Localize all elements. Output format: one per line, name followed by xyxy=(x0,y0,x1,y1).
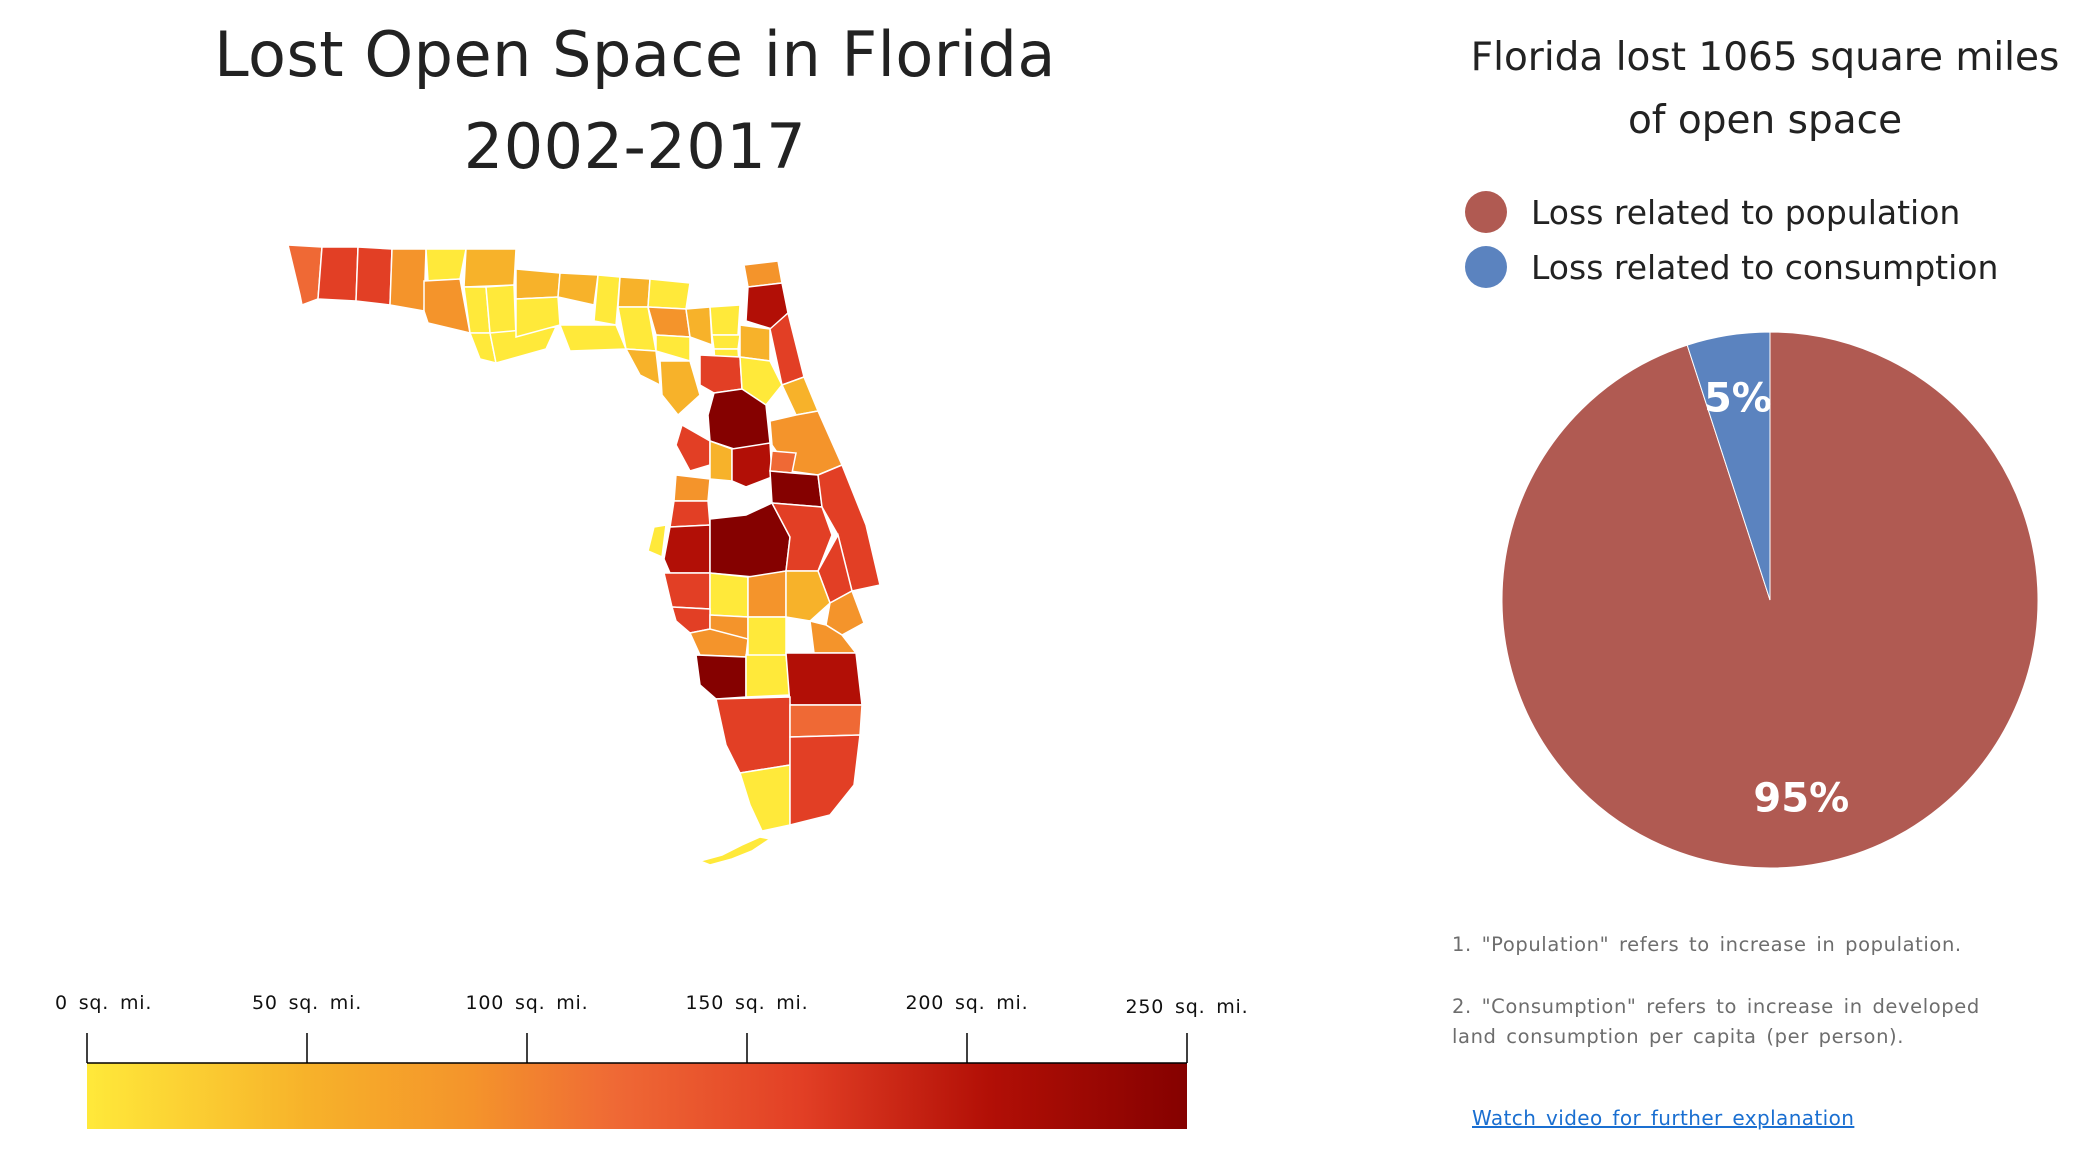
legend-item-population[interactable]: Loss related to population xyxy=(1465,190,1960,234)
legend-item-consumption[interactable]: Loss related to consumption xyxy=(1465,245,1998,289)
color-scale-legend: 0 sq. mi. 50 sq. mi. 100 sq. mi. 150 sq. mi… xyxy=(55,992,1248,1129)
scale-tick-label: 200 sq. mi. xyxy=(906,992,1029,1014)
county-sarasota[interactable] xyxy=(670,606,711,634)
county-broward[interactable] xyxy=(789,704,863,738)
county-okeechobee[interactable] xyxy=(785,570,831,622)
watch-video-link[interactable]: Watch video for further explanation xyxy=(1472,1106,1855,1130)
county-manatee[interactable] xyxy=(663,572,711,610)
county-palm-beach[interactable] xyxy=(785,652,863,706)
county-dixie[interactable] xyxy=(624,348,661,387)
county-leon[interactable] xyxy=(557,272,599,306)
county-orange[interactable] xyxy=(769,470,823,508)
county-glades[interactable] xyxy=(747,616,787,658)
pie-chart: 95% 5% xyxy=(1501,331,2039,869)
legend-label-consumption: Loss related to consumption xyxy=(1531,247,1999,287)
county-miami-dade[interactable] xyxy=(789,734,861,826)
legend-swatch-population xyxy=(1465,191,1507,233)
county-baker[interactable] xyxy=(709,304,741,336)
county-lee[interactable] xyxy=(695,654,747,700)
county-levy[interactable] xyxy=(659,360,701,417)
pie-slice-consumption[interactable] xyxy=(1686,331,1771,601)
county-escambia[interactable] xyxy=(287,244,323,307)
scale-tick-label: 100 sq. mi. xyxy=(466,992,589,1014)
county-seminole[interactable] xyxy=(769,450,797,474)
map-subtitle-years: 2002-2017 xyxy=(463,110,807,183)
scale-ticks: 0 sq. mi. 50 sq. mi. 100 sq. mi. 150 sq. mi… xyxy=(55,992,1248,1063)
florida-choropleth-map xyxy=(287,244,881,866)
panhandle-counties xyxy=(287,244,741,417)
county-martin[interactable] xyxy=(809,620,858,654)
county-jefferson[interactable] xyxy=(593,274,621,326)
county-columbia[interactable] xyxy=(685,306,713,347)
county-lake[interactable] xyxy=(731,442,773,488)
county-hillsborough[interactable] xyxy=(663,524,711,574)
scale-tick-label: 0 sq. mi. xyxy=(55,992,152,1014)
county-highlands[interactable] xyxy=(747,570,787,618)
county-alachua[interactable] xyxy=(699,354,743,394)
county-clay[interactable] xyxy=(739,324,771,362)
county-pinellas[interactable] xyxy=(647,524,667,559)
county-citrus[interactable] xyxy=(675,423,711,472)
county-walton[interactable] xyxy=(389,248,427,312)
county-madison[interactable] xyxy=(617,276,651,308)
county-hernando[interactable] xyxy=(673,474,711,502)
south-counties xyxy=(670,606,863,866)
scale-tick-label: 50 sq. mi. xyxy=(252,992,362,1014)
county-santa-rosa[interactable] xyxy=(317,246,359,302)
county-collier[interactable] xyxy=(715,696,791,774)
county-flagler[interactable] xyxy=(780,376,820,416)
county-gilchrist[interactable] xyxy=(655,334,691,363)
color-scale-bar xyxy=(87,1063,1187,1129)
county-suwannee[interactable] xyxy=(646,306,691,338)
legend-swatch-consumption xyxy=(1465,246,1507,288)
scale-tick-label: 250 sq. mi. xyxy=(1126,996,1249,1018)
county-monroe-mainland[interactable] xyxy=(739,764,791,832)
county-hardee[interactable] xyxy=(709,572,749,618)
map-title: Lost Open Space in Florida xyxy=(214,18,1056,91)
northeast-counties xyxy=(699,260,843,476)
pie-label-population: 95% xyxy=(1753,776,1849,822)
county-jackson[interactable] xyxy=(463,248,517,288)
county-brevard[interactable] xyxy=(817,464,881,592)
county-okaloosa[interactable] xyxy=(355,246,393,306)
county-bay[interactable] xyxy=(423,278,471,334)
county-pasco[interactable] xyxy=(669,500,711,528)
county-union[interactable] xyxy=(711,334,741,350)
legend-label-population: Loss related to population xyxy=(1531,192,1961,232)
central-counties xyxy=(647,423,881,654)
county-putnam[interactable] xyxy=(739,356,783,407)
pie-title-line2: of open space xyxy=(1627,98,1903,143)
county-taylor[interactable] xyxy=(558,324,628,352)
county-charlotte[interactable] xyxy=(688,628,749,658)
footnote-population: 1. "Population" refers to increase in po… xyxy=(1452,933,1962,956)
scale-tick-label: 150 sq. mi. xyxy=(686,992,809,1014)
florida-keys xyxy=(697,836,772,866)
county-gadsden[interactable] xyxy=(515,268,561,300)
footnote-consumption: 2. "Consumption" refers to increase in d… xyxy=(1452,995,1980,1048)
county-st-lucie[interactable] xyxy=(825,589,865,636)
county-hamilton[interactable] xyxy=(647,278,691,310)
county-hendry[interactable] xyxy=(745,654,791,698)
pie-label-consumption: 5% xyxy=(1704,376,1772,422)
county-liberty[interactable] xyxy=(485,284,517,338)
pie-title: Florida lost 1065 square miles xyxy=(1470,35,2060,80)
county-holmes[interactable] xyxy=(425,248,467,282)
